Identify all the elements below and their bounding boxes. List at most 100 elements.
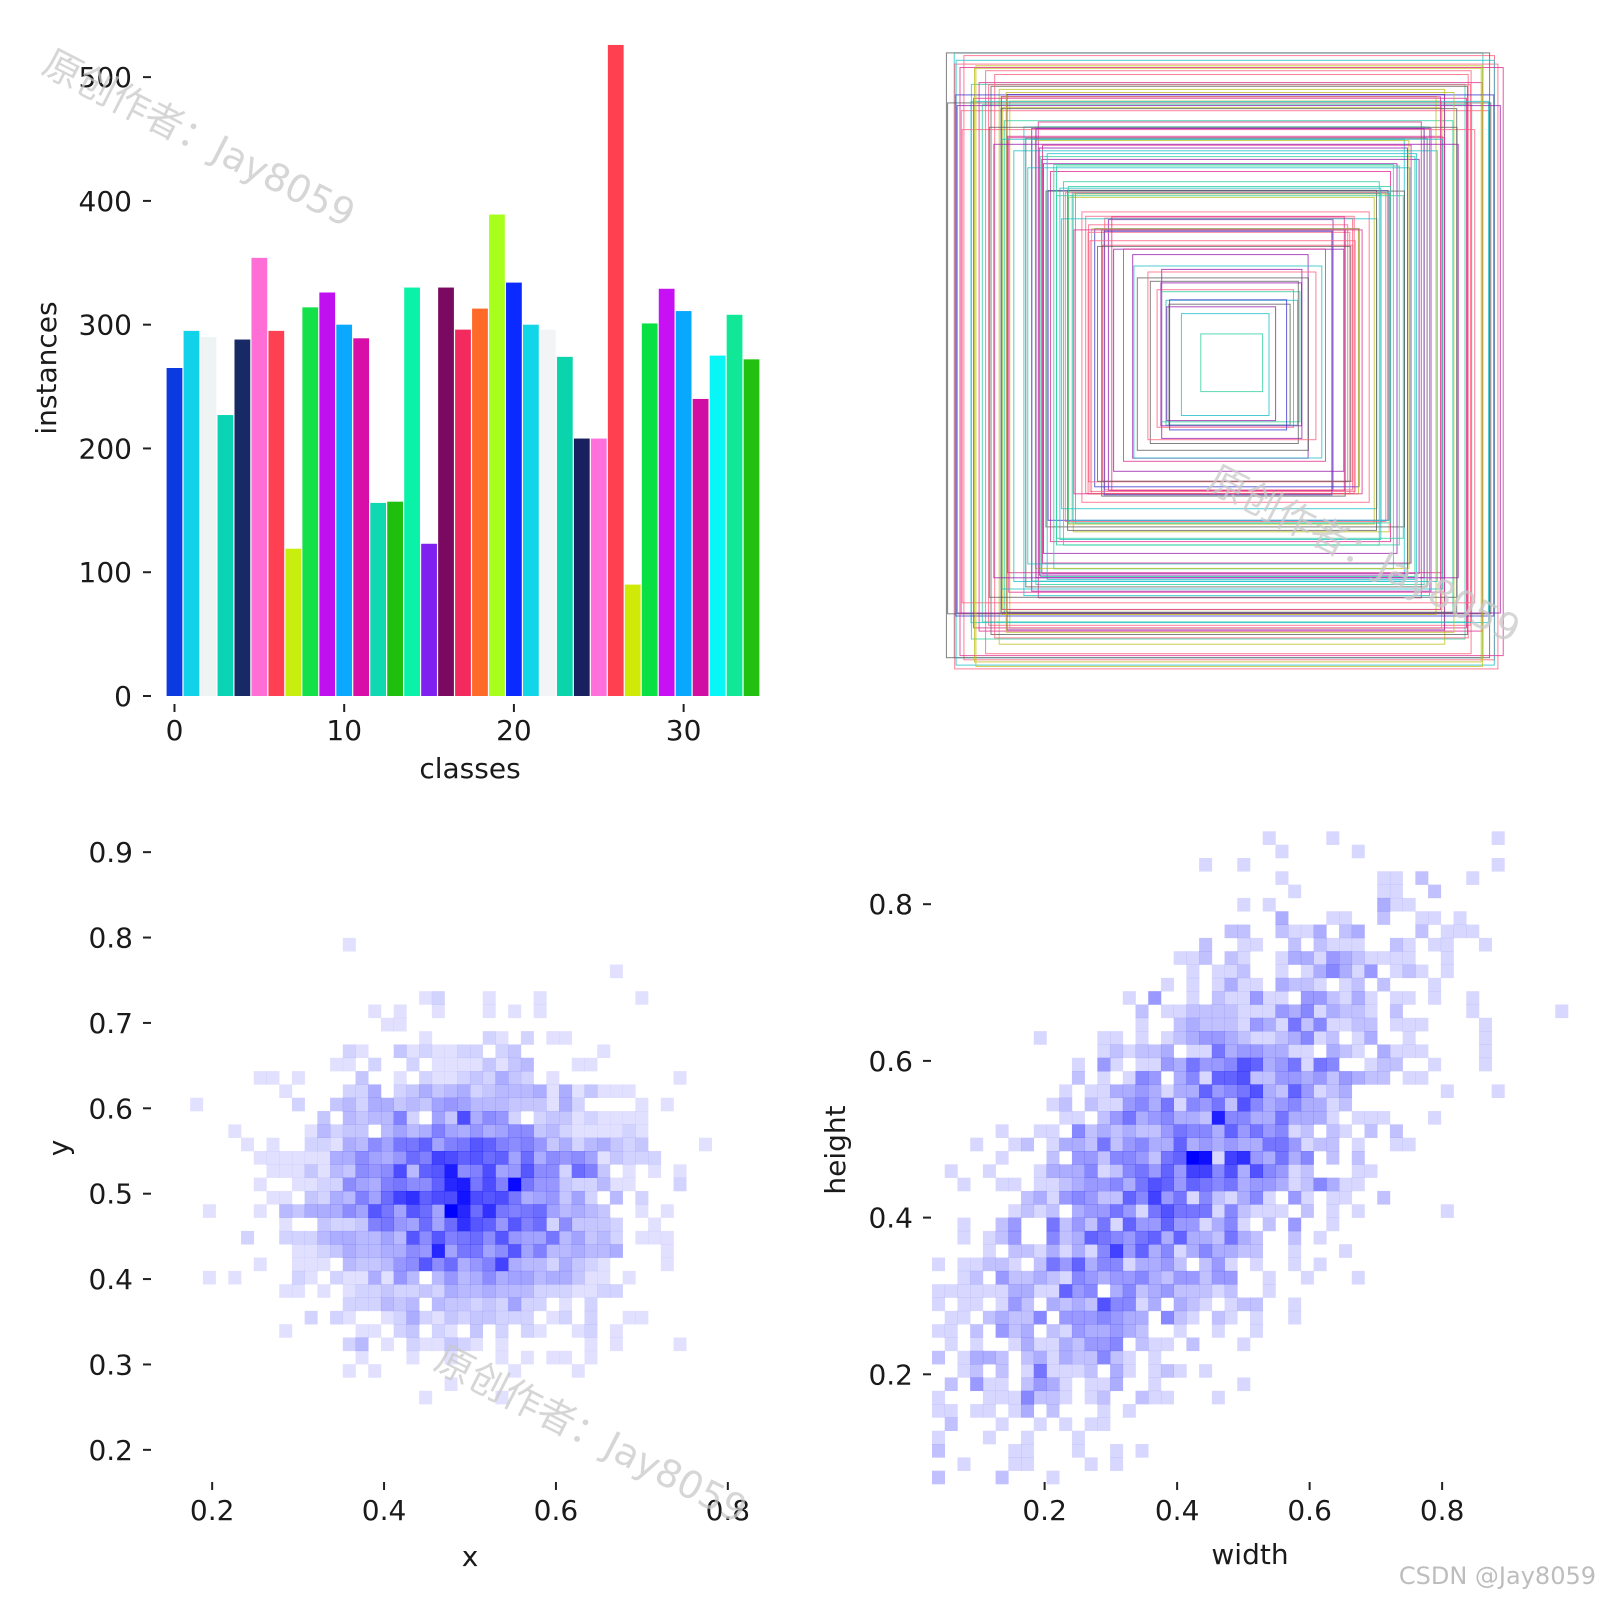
histogram-cell (609, 1137, 623, 1152)
histogram-cell (1224, 1097, 1238, 1112)
histogram-cell (380, 1190, 394, 1205)
label-box-outline (959, 67, 1504, 657)
histogram-cell (1351, 844, 1365, 859)
histogram-cell (1275, 871, 1289, 885)
histogram-cell (393, 1044, 407, 1059)
histogram-cell (520, 1270, 534, 1285)
histogram-cell (444, 1111, 458, 1125)
histogram-cell (1237, 1124, 1251, 1138)
histogram-cell (393, 1257, 407, 1272)
histogram-cell (1148, 1097, 1162, 1112)
histogram-cell (457, 1284, 471, 1298)
histogram-cell (1313, 1257, 1327, 1272)
histogram-cell (1071, 1230, 1085, 1245)
histogram-cell (380, 1151, 394, 1165)
histogram-cell (1008, 1204, 1022, 1218)
x-axis-label: x (462, 1540, 479, 1573)
histogram-cell (571, 1257, 585, 1272)
histogram-cell (1148, 1244, 1162, 1258)
histogram-cell (470, 1057, 484, 1072)
histogram-cell (406, 1230, 420, 1245)
histogram-cell (1199, 1257, 1213, 1272)
wh-histogram-cells (932, 831, 1569, 1485)
histogram-cell (1033, 1377, 1047, 1392)
histogram-cell (1300, 1177, 1314, 1192)
histogram-cell (419, 1084, 433, 1099)
histogram-cell (995, 1151, 1009, 1165)
class-bar (573, 438, 590, 696)
histogram-cell (495, 1190, 509, 1205)
histogram-cell (1148, 1217, 1162, 1232)
histogram-cell (533, 1190, 547, 1205)
histogram-cell (1021, 1204, 1035, 1218)
histogram-cell (559, 1111, 573, 1125)
histogram-cell (419, 1071, 433, 1085)
width-axis-ticks: 0.2 0.4 0.6 0.8 (1022, 1482, 1464, 1527)
histogram-cell (1199, 1084, 1213, 1099)
label-box-outline (994, 74, 1469, 639)
histogram-cell (597, 1137, 611, 1152)
histogram-cell (1160, 1337, 1174, 1352)
histogram-cell (1148, 1297, 1162, 1312)
histogram-cell (419, 1031, 433, 1045)
classes-axis-ticks: 0 10 20 30 (166, 704, 701, 747)
class-bar (607, 44, 624, 696)
histogram-cell (1288, 1297, 1302, 1312)
histogram-cell (444, 1124, 458, 1138)
class-bar (438, 287, 454, 696)
histogram-cell (1211, 1017, 1225, 1032)
histogram-cell (1021, 1137, 1035, 1152)
histogram-cell (330, 1217, 344, 1232)
label-box-outline (1056, 195, 1404, 539)
histogram-cell (1237, 1244, 1251, 1258)
histogram-cell (559, 1164, 573, 1178)
histogram-cell (1275, 1044, 1289, 1059)
histogram-cell (1351, 991, 1365, 1005)
histogram-cell (1046, 1337, 1060, 1352)
histogram-cell (1199, 1111, 1213, 1125)
histogram-cell (406, 1324, 420, 1338)
histogram-cell (1211, 1097, 1225, 1112)
histogram-cell (1122, 1404, 1136, 1418)
histogram-cell (508, 1310, 522, 1325)
histogram-cell (1402, 897, 1416, 912)
histogram-cell (1351, 1151, 1365, 1165)
y-axis-ticks: 0.20.30.40.50.60.70.80.9 (88, 836, 151, 1467)
histogram-cell (1262, 1284, 1276, 1298)
histogram-cell (1160, 1004, 1174, 1019)
histogram-cell (1033, 1177, 1047, 1192)
histogram-cell (355, 1190, 369, 1205)
histogram-cell (1059, 1364, 1073, 1378)
histogram-cell (1071, 1350, 1085, 1365)
label-box-outline (1200, 333, 1264, 393)
histogram-cell (431, 1204, 445, 1218)
histogram-cell (1211, 1137, 1225, 1152)
histogram-cell (368, 1284, 382, 1298)
histogram-cell (495, 1390, 509, 1405)
histogram-cell (380, 1230, 394, 1245)
class-bar (692, 398, 709, 696)
histogram-cell (1262, 1137, 1276, 1152)
histogram-cell (342, 1097, 356, 1112)
histogram-cell (944, 1284, 958, 1298)
histogram-cell (1237, 1230, 1251, 1245)
histogram-cell (431, 1324, 445, 1338)
histogram-cell (457, 1044, 471, 1059)
label-box-outline (1063, 181, 1380, 546)
histogram-cell (1326, 1124, 1340, 1138)
histogram-cell (533, 1230, 547, 1245)
histogram-cell (1211, 1217, 1225, 1232)
histogram-cell (1199, 937, 1213, 952)
histogram-cell (304, 1164, 318, 1178)
histogram-cell (1237, 897, 1251, 912)
class-bar (489, 214, 505, 696)
histogram-cell (495, 1324, 509, 1338)
histogram-cell (1046, 1297, 1060, 1312)
histogram-cell (1173, 951, 1187, 965)
histogram-cell (1262, 1071, 1276, 1085)
histogram-cell (1224, 1071, 1238, 1085)
histogram-cell (1122, 1217, 1136, 1232)
histogram-cell (431, 1057, 445, 1072)
histogram-cell (571, 1164, 585, 1178)
histogram-cell (1033, 1124, 1047, 1138)
